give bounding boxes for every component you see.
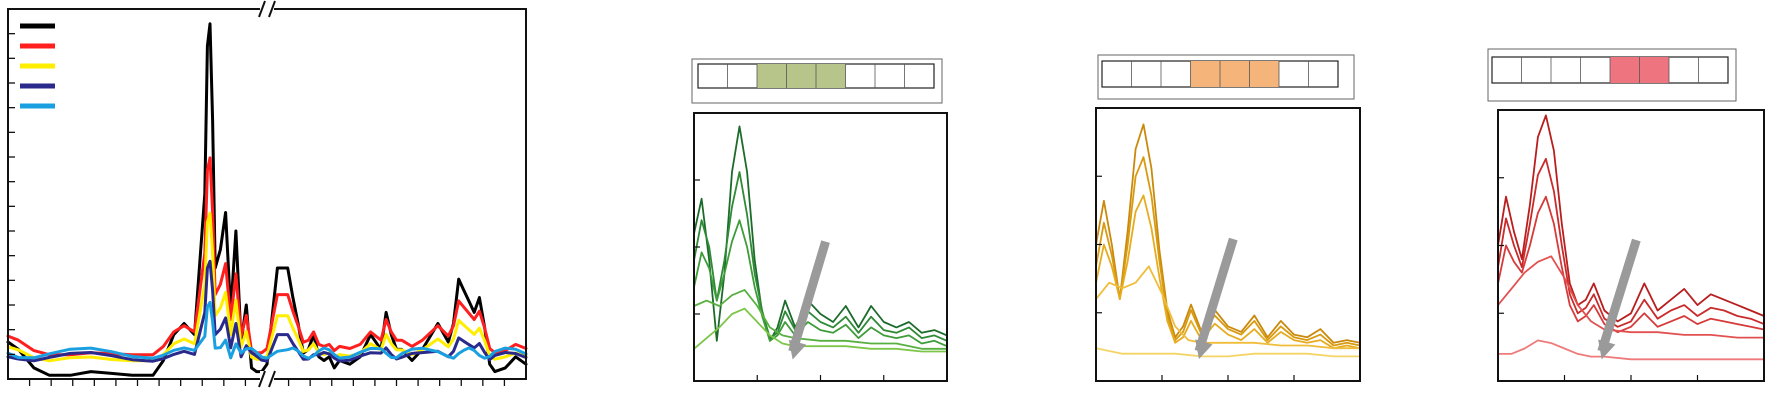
axis-break-mark (268, 370, 276, 388)
chart-panel-3 (1095, 54, 1361, 382)
series-line-1 (1497, 114, 1765, 323)
header-frame (1097, 54, 1355, 100)
trend-arrow-head (788, 339, 807, 360)
header-frame (691, 58, 943, 104)
header-frame (1487, 48, 1737, 102)
series-line-5 (1095, 347, 1361, 358)
trend-arrow-shaft (1194, 237, 1238, 353)
header-highlight (1190, 61, 1279, 87)
trend-arrow-head (1195, 339, 1213, 360)
series-line-4 (693, 288, 948, 350)
series-line-4 (1095, 265, 1361, 350)
series-line-3 (6, 211, 528, 363)
series-line-3 (1095, 194, 1361, 350)
trend-arrow-head (1598, 339, 1616, 360)
series-line-2 (693, 171, 948, 342)
series-line-2 (6, 156, 528, 357)
series-line-2 (1095, 156, 1361, 347)
series-line-5 (693, 307, 948, 353)
axis-break-mark (258, 370, 266, 388)
axis-break-mark (268, 0, 276, 18)
axis-break-mark (258, 0, 266, 18)
series-line-3 (693, 219, 948, 348)
series-line-1 (1095, 123, 1361, 344)
series-line-1 (6, 22, 528, 377)
series-line-1 (693, 125, 948, 342)
series-line-5 (1497, 339, 1765, 361)
trend-arrow-shaft (1597, 238, 1641, 353)
series-line-2 (1497, 157, 1765, 328)
chart-panel-4 (1487, 48, 1765, 382)
series-line-4 (1497, 255, 1765, 339)
chart-panel-2 (691, 58, 948, 382)
series-line-3 (1497, 195, 1765, 334)
chart-panel-1 (6, 0, 528, 388)
header-highlight (757, 64, 846, 88)
trend-arrow-shaft (788, 240, 830, 353)
plot-frame (7, 8, 527, 380)
series-line-5 (6, 300, 528, 360)
